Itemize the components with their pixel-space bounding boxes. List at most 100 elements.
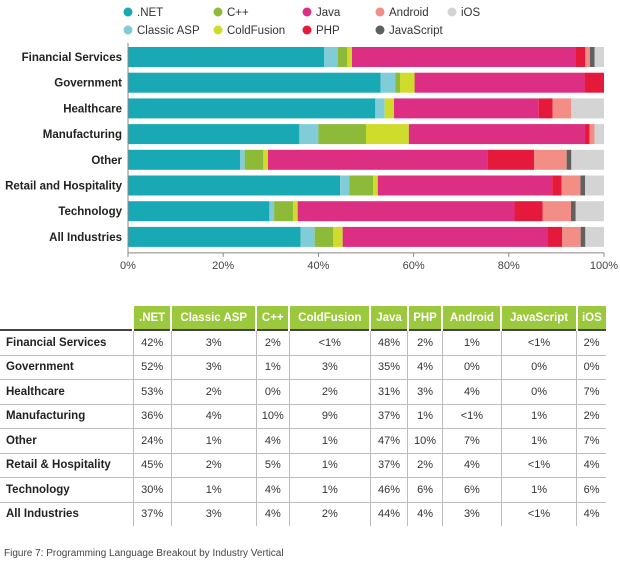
table-row: Other 24% 1% 4% 1% 47% 10% 7% 1% 7% xyxy=(0,428,606,453)
table-cell: <1% xyxy=(441,403,502,429)
table-cell: <1% xyxy=(288,329,371,355)
category-label: Retail and Hospitality xyxy=(5,181,123,193)
bar-segment xyxy=(128,175,341,196)
table-cell: 4% xyxy=(407,501,443,526)
column-header: Classic ASP xyxy=(170,306,257,330)
table-row: All Industries 37% 3% 4% 2% 44% 4% 3% <1% 4% xyxy=(0,501,606,526)
bar-segment xyxy=(487,149,534,170)
bar-segment xyxy=(400,72,415,93)
table-cell: 1% xyxy=(500,477,577,502)
table-cell: 10% xyxy=(407,428,443,453)
legend-label: Java xyxy=(316,7,341,19)
table-row: Retail & Hospitality 45% 2% 5% 1% 37% 2% 4% <1% 4… xyxy=(0,452,606,478)
table-cell: <1% xyxy=(500,452,577,478)
bar-segment xyxy=(594,124,604,145)
column-header: .NET xyxy=(132,306,172,330)
bar-segment xyxy=(584,72,604,93)
table-cell: 48% xyxy=(369,329,408,355)
bar-segment xyxy=(333,226,343,247)
legend-label: iOS xyxy=(461,7,481,19)
bar-segment xyxy=(576,47,586,67)
table-cell: 47% xyxy=(369,428,408,453)
legend-swatch xyxy=(123,7,133,17)
bar-segment xyxy=(380,72,396,93)
legend-label: JavaScript xyxy=(389,25,443,37)
table-cell: <1% xyxy=(500,501,577,526)
bar-segment xyxy=(394,98,539,119)
table-cell: 2% xyxy=(576,329,606,355)
legend-item: Android xyxy=(375,7,429,19)
legend-swatch xyxy=(213,25,223,35)
table-cell: 44% xyxy=(369,501,408,526)
table-cell: 0% xyxy=(500,354,577,380)
data-table: .NET Classic ASP C++ ColdFusion Java PHP Andro… xyxy=(0,306,606,526)
column-header: JavaScript xyxy=(500,306,577,330)
table-cell: 45% xyxy=(132,452,172,478)
table-row: Manufacturing 36% 4% 10% 9% 37% 1% <1% 1% 2% xyxy=(0,403,606,429)
table-row: Government 52% 3% 1% 3% 35% 4% 0% 0% 0% xyxy=(0,354,606,380)
table-cell: 46% xyxy=(369,477,408,502)
table-cell: 4% xyxy=(255,428,290,453)
category-label: Other xyxy=(91,155,122,167)
table-row: Healthcare 53% 2% 0% 2% 31% 3% 4% 0% 7% xyxy=(0,379,606,404)
bar-segment xyxy=(128,72,381,93)
table-cell: 2% xyxy=(170,452,257,478)
category-label: Technology xyxy=(58,206,122,218)
legend-item: .NET xyxy=(123,7,163,19)
legend-label: .NET xyxy=(137,7,163,19)
table-cell: 53% xyxy=(132,379,172,404)
bar-segment xyxy=(384,98,394,119)
bar-segment xyxy=(314,226,334,247)
bar-segment xyxy=(571,98,604,119)
legend-label: Android xyxy=(389,7,429,19)
table-cell: 7% xyxy=(576,379,606,404)
legend-item: ColdFusion xyxy=(213,25,285,37)
table-cell: 4% xyxy=(170,403,257,429)
bar-segment xyxy=(240,149,245,170)
bar-segment xyxy=(548,226,562,247)
bar-segment xyxy=(340,175,350,196)
bar-segment xyxy=(299,124,319,145)
table-cell: 1% xyxy=(170,477,257,502)
bar-segment xyxy=(534,149,567,170)
category-label: Financial Services xyxy=(22,52,122,64)
table-cell: 1% xyxy=(407,403,443,429)
table-cell: 7% xyxy=(576,428,606,453)
table-cell: 6% xyxy=(441,477,502,502)
bar-segment xyxy=(594,47,604,67)
table-cell: 5% xyxy=(255,452,290,478)
bar-segment xyxy=(373,175,378,196)
legend-label: ColdFusion xyxy=(227,25,285,37)
bar-segment xyxy=(571,149,604,170)
table-cell: 3% xyxy=(288,354,371,380)
bar-segment xyxy=(128,149,240,170)
table-row: Technology 30% 1% 4% 1% 46% 6% 6% 1% 6% xyxy=(0,477,606,502)
table-cell: 3% xyxy=(170,501,257,526)
bar-segment xyxy=(585,47,590,67)
bar-segment xyxy=(585,226,604,247)
bar-segment xyxy=(408,124,585,145)
bar-segment xyxy=(542,201,572,222)
table-cell: 2% xyxy=(255,329,290,355)
column-header: PHP xyxy=(406,306,443,330)
bar-segment xyxy=(580,226,586,247)
table-cell: 37% xyxy=(369,452,408,478)
x-tick-label: 60% xyxy=(403,260,425,272)
table-cell: 3% xyxy=(170,329,257,355)
table-row: Financial Services 42% 3% 2% <1% 48% 2% 1% <1% 2% xyxy=(0,329,606,355)
legend-label: Classic ASP xyxy=(137,25,200,37)
bar-segment xyxy=(342,226,548,247)
column-header: C++ xyxy=(255,306,290,330)
bar-segment xyxy=(349,175,374,196)
column-header: ColdFusion xyxy=(288,306,371,330)
bar-segment xyxy=(538,98,553,119)
row-label: Retail & Hospitality xyxy=(0,452,134,478)
legend-swatch xyxy=(447,7,457,17)
table-cell: 24% xyxy=(132,428,172,453)
legend-item: iOS xyxy=(447,7,481,19)
bar-segment xyxy=(366,124,409,145)
bar-segment xyxy=(128,98,376,119)
bar-segment xyxy=(566,149,572,170)
table-cell: 4% xyxy=(441,452,502,478)
bar-segment xyxy=(589,124,595,145)
